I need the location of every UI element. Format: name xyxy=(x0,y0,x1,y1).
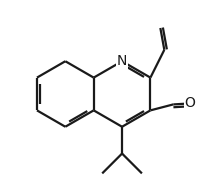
Text: N: N xyxy=(117,54,127,68)
Text: O: O xyxy=(185,96,196,110)
